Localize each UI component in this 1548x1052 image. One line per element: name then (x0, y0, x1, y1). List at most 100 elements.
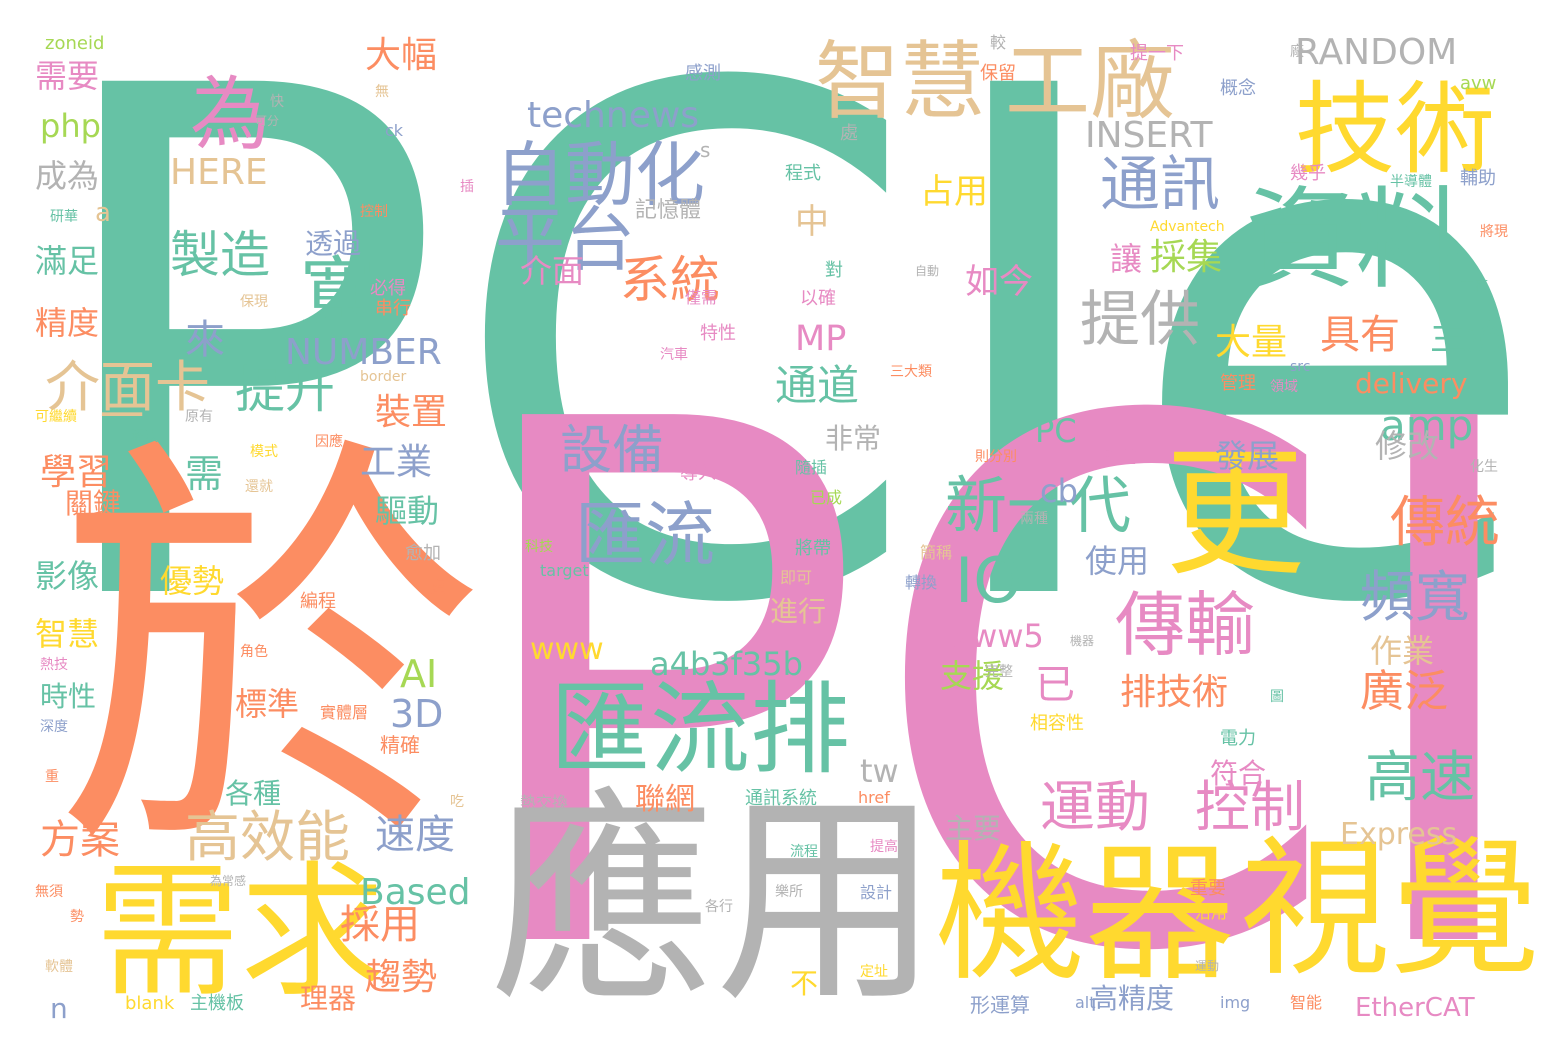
cloud-word: Express (1340, 817, 1458, 852)
cloud-word: php (40, 107, 101, 145)
cloud-word: 視覺 (1240, 823, 1541, 997)
cloud-word: 3D (390, 692, 444, 736)
cloud-word: 聯網 (635, 782, 695, 817)
cloud-word: 成為 (35, 157, 100, 195)
cloud-word: 智慧 (35, 615, 100, 653)
cloud-word: 趨勢 (365, 957, 438, 998)
cloud-word: 熱交換 (520, 793, 569, 812)
cloud-word: 軟體 (45, 959, 73, 975)
cloud-word: 關鍵 (65, 487, 122, 520)
cloud-word: 各行 (705, 899, 733, 915)
cloud-word: 角色 (240, 644, 268, 660)
cloud-word: 精度 (35, 304, 100, 342)
cloud-word: 較 (990, 33, 1007, 52)
cloud-word: 將現 (1480, 224, 1508, 240)
cloud-word: Advantech (1150, 219, 1225, 235)
cloud-word: 採用 (340, 902, 420, 948)
cloud-word: 簡稱 (920, 543, 953, 562)
cloud-word: 讓 (1110, 240, 1143, 278)
cloud-word: PCI (455, 271, 1545, 1052)
cloud-word: 系統 (620, 251, 720, 309)
cloud-word: 工業 (360, 442, 433, 483)
cloud-word: 排技術 (1120, 672, 1229, 713)
cloud-word: HERE (170, 152, 268, 193)
cloud-word: 占用 (920, 172, 988, 212)
cloud-word: 汽車 (660, 347, 688, 363)
cloud-word: 進行 (770, 595, 827, 628)
cloud-word: 需求 (95, 848, 385, 1017)
cloud-word: 學習 (40, 452, 113, 493)
cloud-word: 完整 (985, 664, 1013, 680)
cloud-word: 領域 (1270, 379, 1298, 395)
cloud-word: 虛 (430, 578, 447, 597)
cloud-word: 新一代 (945, 469, 1132, 542)
cloud-word: 則分別 (975, 449, 1017, 465)
cloud-word: www (530, 632, 604, 667)
cloud-word: 裝置 (375, 392, 448, 433)
cloud-word: 隨插 (795, 458, 828, 477)
cloud-word: 更 (1165, 433, 1306, 596)
cloud-word: alt (1075, 993, 1096, 1012)
cloud-word: 形運算 (970, 993, 1030, 1017)
cloud-word: 圖 (1270, 689, 1284, 705)
cloud-word: 高精度 (1090, 982, 1175, 1015)
cloud-word: 理器 (300, 982, 357, 1015)
cloud-word: 無 (375, 84, 389, 100)
cloud-word: 機器 (1070, 634, 1095, 648)
cloud-word: 介面 (520, 252, 585, 290)
cloud-word: 提一下 (1130, 43, 1184, 64)
cloud-word: 資料 (1245, 176, 1465, 304)
cloud-word: 自動 (915, 264, 940, 278)
cloud-word: 技術 (1295, 71, 1495, 188)
cloud-word: 已成 (810, 488, 843, 507)
cloud-word: 具有 (1320, 312, 1400, 358)
cloud-word: 不 (790, 967, 819, 1000)
cloud-word: 概念 (1220, 78, 1256, 99)
cloud-word: 通訊 (1100, 150, 1220, 220)
cloud-word: 大量 (1215, 322, 1288, 363)
cloud-word: 研華 (50, 209, 78, 225)
cloud-word: 將帶 (795, 538, 831, 559)
cloud-word: a4b3f35b (650, 645, 803, 683)
cloud-word: 串行 (375, 298, 411, 319)
cloud-word: 導入 (680, 463, 716, 484)
cloud-word: 提升 (235, 361, 335, 419)
cloud-word: 精確 (380, 733, 420, 757)
cloud-word: 廣泛 (1360, 666, 1448, 717)
cloud-word: 通道 (775, 361, 860, 410)
cloud-word: 吃 (450, 794, 464, 810)
cloud-word: 主要 (945, 812, 1002, 845)
cloud-word: 機器 (935, 828, 1236, 1002)
cloud-word: 主流 (1430, 317, 1503, 358)
cloud-word: 速度 (375, 812, 455, 858)
cloud-word: 平台 (495, 199, 635, 281)
cloud-word: 透過 (305, 227, 362, 260)
cloud-word: RANDOM (1295, 32, 1458, 73)
cloud-word: technews (527, 95, 700, 136)
cloud-word: delivery (1355, 367, 1468, 400)
cloud-word: 自動化 (495, 134, 705, 216)
cloud-word: 保留 (980, 63, 1016, 84)
cloud-word: 廠 (1290, 44, 1304, 60)
cloud-word: 匯流 (575, 494, 715, 576)
cloud-word: 輔助 (1460, 168, 1496, 189)
cloud-word: blank (125, 993, 175, 1014)
cloud-word: 非常 (825, 422, 882, 455)
cloud-word: 定址 (860, 964, 888, 980)
cloud-word: ck (385, 121, 404, 140)
cloud-word: 採集 (1150, 237, 1223, 278)
cloud-word: www5 (945, 617, 1044, 655)
cloud-word: 對 (825, 260, 843, 281)
cloud-word: 處 (840, 123, 858, 144)
cloud-word: 為 (190, 68, 270, 161)
cloud-word: IO (955, 544, 1023, 617)
cloud-word: 作業 (1370, 632, 1435, 670)
cloud-word: 傳輸 (1115, 584, 1255, 666)
cloud-word: 流程 (790, 844, 818, 860)
cloud-word: 為常感 (210, 874, 247, 888)
cloud-word: 大幅 (365, 35, 438, 76)
cloud-word: INSERT (1085, 115, 1213, 156)
cloud-word: 因應 (315, 434, 343, 450)
cloud-word: 優勢 (160, 562, 225, 600)
